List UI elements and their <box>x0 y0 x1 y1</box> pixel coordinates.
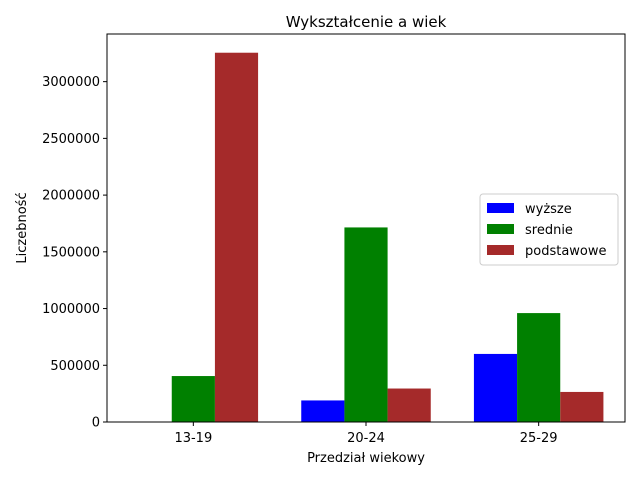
bar-2-20-24 <box>344 227 388 422</box>
bar-2-13-19 <box>171 376 215 422</box>
legend-swatch <box>487 203 514 213</box>
y-axis: 0 500000 1000000 1500000 2000000 2500000 30000… <box>42 75 107 431</box>
y-tick-label: 0 <box>92 416 100 431</box>
y-tick-label: 3000000 <box>42 75 100 90</box>
x-axis-label: Przedział wiekowy <box>307 451 425 466</box>
y-tick-label: 500000 <box>50 359 100 374</box>
chart-title: Wykształcenie a wiek <box>286 13 447 31</box>
legend-swatch <box>487 224 514 234</box>
bars-group <box>171 52 604 422</box>
x-tick-label: 13-19 <box>174 431 212 446</box>
bar-1-20-24 <box>301 400 345 422</box>
y-tick-label: 2500000 <box>42 132 100 147</box>
x-axis: 13-19 20-24 25-29 <box>174 422 558 446</box>
legend-swatch <box>487 245 514 255</box>
y-tick-label: 1500000 <box>42 245 100 260</box>
legend-label: srednie <box>525 223 573 238</box>
x-tick-label: 20-24 <box>347 431 385 446</box>
legend-label: wyższe <box>525 202 572 217</box>
y-axis-label: Liczebność <box>15 192 30 263</box>
x-tick-label: 25-29 <box>520 431 558 446</box>
legend-box <box>479 193 619 266</box>
y-tick-label: 1000000 <box>42 302 100 317</box>
y-tick-label: 2000000 <box>42 189 100 204</box>
bar-3-13-19 <box>214 52 259 422</box>
bar-1-25-29 <box>473 353 518 422</box>
bar-3-20-24 <box>387 388 431 422</box>
bar-2-25-29 <box>517 313 561 422</box>
legend: wyższe srednie podstawowe <box>479 193 619 266</box>
legend-label: podstawowe <box>525 244 607 259</box>
bar-3-25-29 <box>560 391 604 422</box>
